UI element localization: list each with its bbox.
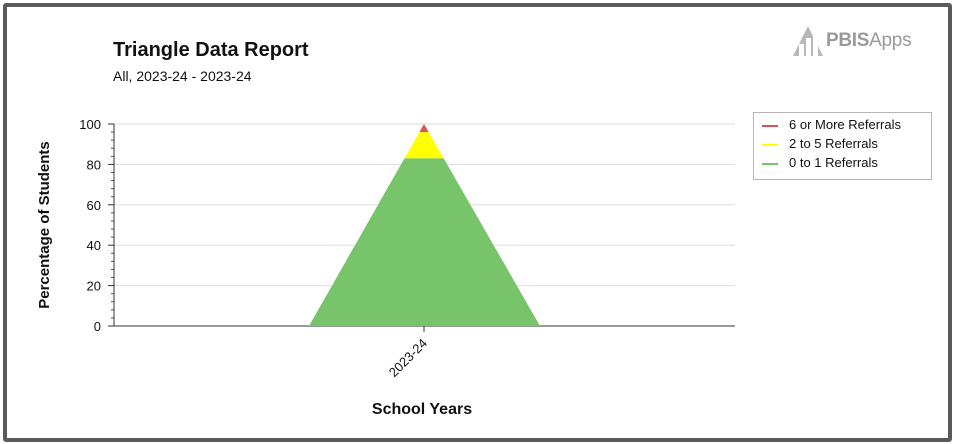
y-tick-label: 20 bbox=[87, 279, 101, 294]
y-axis-title: Percentage of Students bbox=[36, 141, 53, 309]
report-subtitle: All, 2023-24 - 2023-24 bbox=[113, 68, 252, 84]
y-tick-label: 80 bbox=[87, 157, 101, 172]
legend-swatch bbox=[762, 163, 778, 165]
report-title: Triangle Data Report bbox=[113, 39, 309, 61]
x-tick-label: 2023-24 bbox=[386, 336, 430, 380]
legend-label: 0 to 1 Referrals bbox=[789, 155, 878, 170]
logo-text-light: Apps bbox=[869, 30, 912, 51]
triangle-band bbox=[309, 158, 540, 326]
legend-swatch bbox=[762, 125, 778, 127]
legend-label: 2 to 5 Referrals bbox=[789, 136, 878, 151]
triangle-band bbox=[404, 132, 444, 159]
y-tick-label: 100 bbox=[79, 117, 101, 132]
pbisapps-logo-icon bbox=[793, 26, 823, 56]
legend-swatch bbox=[762, 144, 778, 146]
pbisapps-logo: PBISApps bbox=[790, 22, 935, 62]
y-tick-label: 0 bbox=[94, 319, 101, 334]
x-axis-title: School Years bbox=[372, 401, 472, 418]
chart-legend: 6 or More Referrals 2 to 5 Referrals 0 to … bbox=[753, 112, 932, 180]
triangle-band bbox=[419, 124, 429, 133]
legend-label: 6 or More Referrals bbox=[789, 117, 901, 132]
y-tick-label: 40 bbox=[87, 238, 101, 253]
logo-text: PBISApps bbox=[826, 30, 912, 52]
y-tick-label: 60 bbox=[87, 198, 101, 213]
logo-text-bold: PBIS bbox=[826, 30, 870, 51]
